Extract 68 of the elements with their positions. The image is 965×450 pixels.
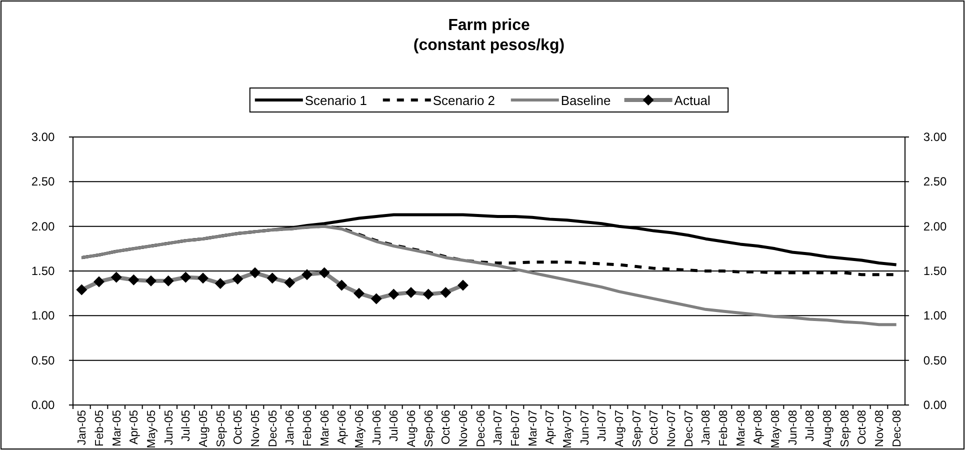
x-tick-label: Aug-07	[614, 410, 626, 448]
legend-label: Scenario 1	[304, 93, 368, 108]
y-tick-label: 1.00	[31, 308, 55, 323]
x-tick-label: Mar-07	[527, 410, 540, 446]
x-tick-label: Dec-08	[891, 410, 904, 448]
x-tick-label: Sep-06	[423, 410, 436, 448]
x-tick-label: Dec-05	[267, 410, 280, 448]
y-tick-label: 0.50	[31, 353, 55, 368]
x-tick-label: Oct-05	[232, 410, 245, 445]
x-tick-label: Jan-07	[492, 410, 505, 446]
y-tick-label: 0.00	[31, 398, 55, 412]
x-tick-label: Mar-05	[111, 410, 124, 446]
y-tick-label: 2.50	[31, 174, 55, 189]
x-tick-label: Jul-07	[596, 410, 609, 442]
x-tick-label: Apr-06	[336, 410, 349, 445]
x-tick-label: Nov-05	[250, 410, 262, 448]
x-tick-label: Sep-08	[839, 410, 852, 448]
y2-tick-label: 0.50	[923, 353, 947, 368]
x-tick-label: Dec-06	[475, 410, 488, 448]
x-tick-label: Jul-08	[804, 410, 817, 442]
x-tick-label: Nov-07	[666, 410, 678, 448]
x-tick-label: Aug-06	[406, 410, 418, 448]
x-tick-label: Nov-06	[458, 410, 470, 448]
x-tick-label: Jun-05	[163, 410, 176, 446]
legend-label: Baseline	[560, 93, 611, 108]
y-tick-label: 2.00	[31, 219, 55, 234]
x-tick-label: May-06	[354, 410, 366, 448]
x-tick-label: Feb-08	[718, 410, 730, 446]
legend-label: Actual	[674, 93, 711, 108]
x-tick-label: May-05	[146, 410, 158, 448]
y2-tick-label: 1.50	[923, 264, 947, 278]
x-tick-label: Apr-07	[544, 410, 557, 445]
y-tick-label: 1.50	[31, 264, 55, 278]
chart-title: Farm price (constant pesos/kg)	[413, 17, 565, 54]
x-tick-label: Jun-06	[371, 410, 384, 446]
y2-tick-label: 0.00	[923, 398, 947, 412]
x-tick-label: May-07	[562, 410, 574, 448]
x-tick-label: Mar-08	[735, 410, 748, 446]
y2-tick-label: 1.00	[923, 308, 947, 323]
x-tick-label: Jun-07	[579, 410, 592, 446]
x-tick-label: Sep-07	[631, 410, 644, 448]
x-tick-label: Feb-05	[94, 410, 106, 446]
x-tick-label: May-08	[770, 410, 782, 448]
x-tick-label: Oct-07	[648, 410, 661, 445]
y-tick-label: 3.00	[31, 130, 55, 144]
x-tick-label: Oct-08	[856, 410, 869, 445]
x-tick-label: Dec-07	[683, 410, 696, 448]
x-tick-label: Jul-05	[180, 410, 193, 442]
x-tick-label: Jan-06	[284, 410, 297, 446]
x-tick-label: Sep-05	[215, 410, 228, 448]
x-tick-label: Aug-05	[198, 410, 210, 448]
x-tick-label: Nov-08	[874, 410, 886, 448]
x-tick-label: Jan-08	[700, 410, 713, 446]
x-tick-label: Jul-06	[388, 410, 401, 442]
line-series	[80, 224, 898, 326]
x-tick-label: Feb-06	[302, 410, 314, 446]
x-tick-label: Jan-05	[76, 410, 89, 446]
x-tick-label: Apr-08	[752, 410, 765, 445]
y2-tick-label: 2.00	[923, 219, 947, 234]
x-tick-label: Oct-06	[440, 410, 453, 445]
x-tick-label: Mar-06	[319, 410, 332, 446]
x-tick-label: Apr-05	[128, 410, 141, 445]
x-tick-label: Jun-08	[787, 410, 800, 446]
legend-label: Scenario 2	[432, 93, 496, 108]
x-tick-label: Aug-08	[822, 410, 834, 448]
y2-tick-label: 2.50	[923, 174, 947, 189]
x-tick-label: Feb-07	[510, 410, 522, 446]
y2-tick-label: 3.00	[923, 130, 947, 144]
